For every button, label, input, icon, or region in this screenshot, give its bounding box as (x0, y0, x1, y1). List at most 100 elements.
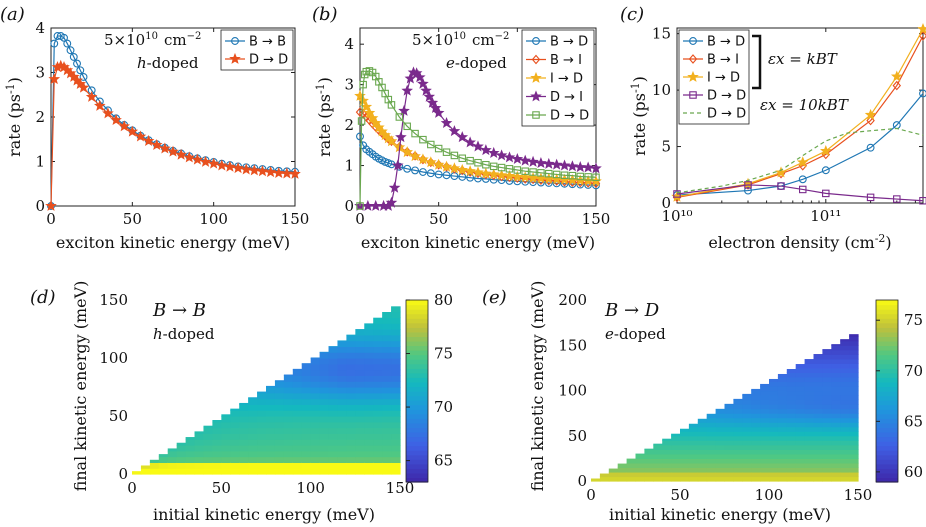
d-colorbar-segment (406, 372, 428, 378)
e-heat-cell (822, 385, 832, 392)
e-heat-cell (786, 462, 797, 469)
e-heat-cell (849, 462, 859, 469)
e-heat-cell (840, 390, 850, 396)
e-heat-cell (786, 417, 797, 423)
e-heat-cell (822, 476, 832, 482)
c-series-3-point (822, 189, 830, 198)
e-heat-cell (804, 372, 815, 378)
panel-e-doping: e-doped (605, 325, 666, 343)
d-heat-cell (337, 410, 347, 417)
d-heat-cell (292, 375, 303, 382)
e-heat-cell (760, 431, 770, 437)
b-legend-entry: B → D (550, 35, 588, 50)
e-heat-cell (831, 449, 841, 455)
b-series-4-point (395, 113, 404, 121)
d-heat-cell (355, 375, 365, 382)
e-heat-cell (680, 428, 690, 432)
d-colorbar-segment (406, 409, 428, 415)
e-heat-cell (840, 354, 850, 360)
e-heat-cell (680, 453, 690, 459)
e-heat-cell (849, 376, 859, 383)
e-heat-cell (813, 390, 823, 396)
e-colorbar-segment (876, 450, 898, 456)
d-ytick-label: 0 (118, 465, 128, 483)
b-series-3-point (590, 162, 602, 174)
d-heat-cell (328, 375, 339, 382)
e-heat-cell (769, 395, 779, 401)
d-heat-cell (310, 381, 321, 388)
a-series-1-point (224, 160, 236, 172)
e-colorbar-segment (876, 359, 898, 365)
d-heat-cell (382, 369, 392, 376)
d-heat-cell (266, 462, 276, 469)
e-heat-cell (617, 463, 628, 469)
d-heat-cell (301, 427, 312, 434)
d-heat-cell (337, 369, 347, 376)
d-heat-cell (328, 352, 339, 359)
b-series-3-point (404, 72, 417, 84)
d-heat-cell (274, 398, 285, 405)
d-heat-cell (310, 404, 321, 411)
b-series-4-point (545, 169, 553, 178)
d-heat-cell (257, 468, 267, 475)
e-heat-cell (777, 453, 788, 459)
panel-c-ann-1: εx = kBT (768, 50, 838, 68)
e-heat-cell (724, 471, 734, 478)
e-heat-cell (840, 363, 850, 369)
e-heat-cell (706, 458, 717, 464)
d-colorbar-segment (406, 436, 428, 442)
d-heat-cell (328, 381, 339, 388)
e-heat-cell (715, 449, 726, 455)
e-heat-cell (840, 399, 850, 405)
e-heat-cell (795, 372, 806, 378)
d-heat-cell (391, 334, 401, 342)
e-heat-cell (742, 462, 752, 469)
e-heat-cell (733, 458, 743, 464)
e-heat-cell (769, 408, 779, 414)
e-heat-cell (724, 431, 734, 437)
e-heat-cell (644, 448, 654, 450)
d-heat-cell (283, 416, 294, 423)
e-heat-cell (742, 413, 752, 419)
e-heat-cell (724, 458, 734, 464)
d-heat-cell (140, 465, 151, 469)
c-series-3-point (866, 193, 875, 202)
e-heat-cell (804, 413, 815, 419)
d-heat-cell (319, 427, 330, 434)
e-heat-cell (849, 336, 859, 342)
d-heat-cell (382, 421, 392, 429)
e-heat-cell (688, 435, 699, 441)
d-heat-cell (274, 410, 285, 417)
d-heat-cell (391, 439, 401, 446)
b-series-3-point (429, 102, 442, 114)
d-colorbar-segment (406, 400, 428, 406)
d-heat-cell (221, 421, 231, 429)
e-heat-cell (795, 376, 806, 383)
d-heat-cell (292, 404, 303, 411)
e-heat-cell (786, 376, 797, 383)
d-heat-cell (248, 404, 258, 411)
d-colorbar-segment (406, 300, 428, 306)
d-heat-cell (221, 427, 231, 434)
e-heat-cell (786, 404, 797, 410)
a-legend-entry: D → D (249, 53, 288, 68)
panel-c: (c) 10¹⁰ 10¹¹ 0 5 10 15 B → D B → I I → D D → D D… (620, 4, 926, 252)
d-heat-cell (203, 427, 213, 434)
d-heat-cell (310, 398, 321, 405)
d-heat-cell (382, 334, 392, 342)
e-heat-cell (822, 431, 832, 437)
b-series-4-point (474, 158, 482, 167)
d-heat-cell (328, 450, 339, 458)
e-heat-cell (849, 349, 859, 355)
e-heat-cell (688, 449, 699, 455)
e-heat-cell (813, 381, 823, 387)
a-series-0-point (63, 39, 72, 48)
e-heat-cell (760, 390, 770, 396)
d-heat-cell (328, 427, 339, 434)
e-heat-cell (688, 476, 699, 482)
d-heat-cell (382, 352, 392, 359)
d-heat-cell (346, 334, 356, 342)
d-colorbar-segment (406, 404, 428, 410)
e-heat-cell (840, 339, 850, 342)
